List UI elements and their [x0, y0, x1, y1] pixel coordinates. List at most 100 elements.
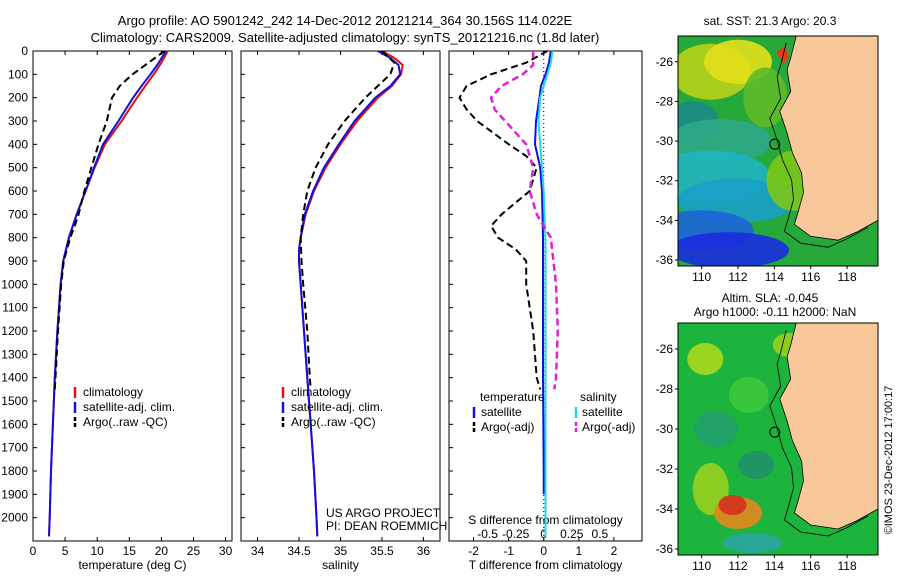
- y-tick-label: 1400: [1, 371, 28, 385]
- lat-tick-label: -28: [656, 382, 674, 396]
- diff-series-line-3: [489, 51, 560, 390]
- series-line-2: [53, 50, 166, 390]
- y-tick-label: 1100: [2, 301, 28, 315]
- sst-patch-9: [743, 67, 788, 128]
- sst-map: sat. SST: 21.3 Argo: 20.3 -26 -28 -30 -32 -34…: [656, 14, 879, 284]
- plot-frame: [32, 50, 233, 542]
- sla-patch-1: [694, 411, 739, 447]
- x-axis-label: T difference from climatology: [469, 558, 623, 572]
- lon-tick-label: 114: [765, 559, 784, 573]
- y-tick-label: 1600: [1, 417, 28, 431]
- x-tick-label: 35: [334, 544, 348, 558]
- lat-tick-label: -34: [656, 502, 674, 516]
- x-tick-label: 5: [62, 544, 69, 558]
- top-x-tick-label: 0.25: [560, 527, 584, 541]
- y-tick-label: 700: [8, 207, 28, 221]
- map-frame: [677, 322, 879, 556]
- lon-tick-label: 110: [692, 270, 711, 284]
- annotation-line-1: PI: DEAN ROEMMICH: [326, 519, 447, 533]
- diff-series-line-1: [458, 50, 548, 390]
- x-tick-label: -1: [503, 544, 514, 558]
- legend-entry-1: satellite-adj. clim.: [291, 400, 383, 414]
- lat-tick-label: -32: [656, 462, 674, 476]
- legend-entry-0: climatology: [83, 385, 143, 399]
- legend-title-temperature: temperature: [480, 390, 545, 404]
- sla-patch-5: [718, 495, 747, 515]
- y-tick-label: 800: [8, 231, 28, 245]
- imos-timestamp: ©IMOS 23-Dec-2012 17:00:17: [883, 386, 895, 535]
- sst-warm-patch: [776, 45, 789, 64]
- lon-tick-label: 118: [838, 270, 857, 284]
- y-tick-label: 100: [8, 67, 28, 81]
- lat-tick-label: -30: [656, 134, 674, 148]
- legend-entry-2: Argo(..raw -QC): [83, 415, 168, 429]
- argo-float-marker: [769, 426, 781, 438]
- series-line-1: [298, 50, 402, 537]
- lat-tick-label: -36: [656, 253, 674, 267]
- lat-tick-label: -26: [656, 342, 674, 356]
- figure-title-line2: Climatology: CARS2009. Satellite-adjuste…: [91, 30, 600, 45]
- y-tick-label: 900: [8, 254, 28, 268]
- lat-tick-label: -32: [656, 174, 674, 188]
- legend-salinity-1: Argo(-adj): [582, 420, 635, 434]
- lat-tick-label: -28: [656, 94, 674, 108]
- argo-float-marker: [769, 138, 781, 150]
- sla-patch-0: [687, 343, 724, 375]
- x-tick-label: 35.5: [370, 544, 394, 558]
- y-tick-label: 1300: [1, 347, 28, 361]
- sla-patch-2: [728, 377, 769, 413]
- sla-patch-7: [722, 533, 783, 553]
- y-tick-label: 200: [8, 91, 28, 105]
- lat-tick-label: -36: [656, 542, 674, 556]
- y-tick-label: 2000: [1, 511, 28, 525]
- y-tick-label: 1200: [1, 324, 28, 338]
- x-tick-label: 10: [91, 544, 105, 558]
- figure-title-line1: Argo profile: AO 5901242_242 14-Dec-2012…: [118, 13, 573, 28]
- lat-tick-label: -30: [656, 422, 674, 436]
- lon-tick-label: 112: [728, 559, 747, 573]
- y-tick-label: 1800: [1, 464, 28, 478]
- x-tick-label: 0: [30, 544, 37, 558]
- top-x-tick-label: -0.25: [502, 527, 530, 541]
- diff-series-line-0: [533, 50, 552, 495]
- land: [779, 323, 878, 530]
- top-x-tick-label: 0.5: [592, 527, 609, 541]
- x-tick-label: 0: [540, 544, 547, 558]
- y-tick-label: 1900: [1, 487, 28, 501]
- difference-panel: -2 -1 0 1 2-0.5 -0.25 0 0.25 0.5S difference fro…: [448, 50, 643, 572]
- salinity-panel: 34 34.5 35 35.5 36 salinity climatologysatelli…: [240, 50, 447, 572]
- x-axis-label: temperature (deg C): [78, 558, 186, 572]
- x-tick-label: 15: [123, 544, 137, 558]
- top-x-tick-label: 0: [540, 527, 547, 541]
- plot-frame: [240, 50, 441, 542]
- legend-entry-1: satellite-adj. clim.: [83, 400, 175, 414]
- x-tick-label: 30: [219, 544, 233, 558]
- map-layer: [678, 323, 878, 555]
- x-tick-label: 25: [187, 544, 201, 558]
- lat-tick-label: -34: [656, 213, 674, 227]
- lon-tick-label: 114: [765, 270, 784, 284]
- land: [779, 36, 878, 241]
- x-axis-label: salinity: [322, 558, 359, 572]
- series-line-1: [48, 50, 167, 537]
- map-layer: [678, 36, 878, 266]
- x-tick-label: 34.5: [287, 544, 311, 558]
- lon-tick-label: 110: [692, 559, 711, 573]
- depth-contour: [769, 42, 869, 248]
- y-tick-label: 0: [21, 44, 28, 58]
- legend-temperature-0: satellite: [481, 405, 522, 419]
- depth-contour: [769, 329, 869, 537]
- legend-title-salinity: salinity: [580, 390, 617, 404]
- legend-entry-2: Argo(..raw -QC): [291, 415, 376, 429]
- x-tick-label: 20: [155, 544, 169, 558]
- annotation-line-0: US ARGO PROJECT: [326, 506, 441, 520]
- series-line-2: [299, 50, 396, 390]
- x-tick-label: -2: [468, 544, 479, 558]
- temperature-panel: 0 5 10 15 20 25 300100200300400500600700800900…: [1, 44, 232, 572]
- y-tick-label: 1000: [1, 277, 28, 291]
- sst-patch-7: [678, 232, 789, 266]
- x-tick-label: 1: [575, 544, 582, 558]
- diff-series-line-2: [537, 50, 554, 537]
- y-tick-label: 500: [8, 161, 28, 175]
